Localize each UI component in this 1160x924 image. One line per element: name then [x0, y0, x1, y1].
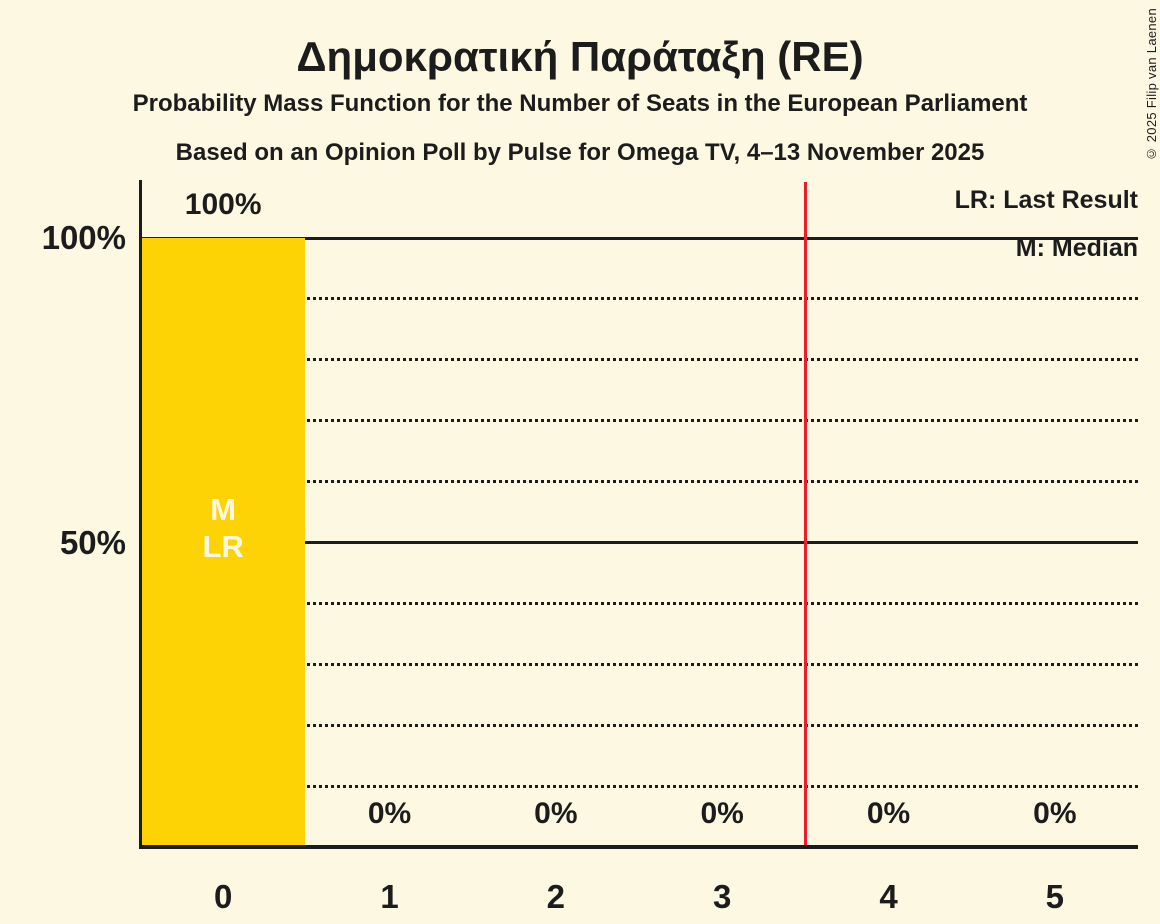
- bar-value-label: 0%: [534, 797, 578, 830]
- annotation-line: LR: [202, 529, 244, 565]
- chart-source-line: Based on an Opinion Poll by Pulse for Om…: [175, 139, 985, 166]
- gridline-dotted: [140, 297, 1138, 301]
- chart-title: Δημοκρατική Παράταξη (RE): [296, 33, 864, 80]
- bar-value-label: 0%: [700, 797, 744, 830]
- gridline-dotted: [140, 601, 1138, 605]
- y-axis-line: [139, 180, 142, 847]
- x-tick-label: 3: [712, 878, 732, 915]
- x-axis-line: [139, 845, 1138, 849]
- gridline-dotted: [140, 480, 1138, 484]
- annotation-line: M: [210, 492, 237, 528]
- bar-value-label: 100%: [184, 188, 262, 221]
- y-tick-label: 50%: [59, 523, 126, 561]
- chart-subtitle: Probability Mass Function for the Number…: [132, 90, 1028, 117]
- x-tick-label: 1: [380, 878, 399, 915]
- x-tick-label: 4: [879, 878, 898, 915]
- gridline-solid: [140, 236, 1138, 240]
- gridline-dotted: [140, 784, 1138, 788]
- y-tick-label: 100%: [41, 219, 126, 256]
- gridline-dotted: [140, 358, 1138, 362]
- bar-value-label: 0%: [367, 797, 412, 830]
- x-tick-label: 2: [546, 878, 565, 915]
- bar: M LR: [141, 238, 306, 847]
- gridline-dotted: [140, 723, 1138, 727]
- majority-line: [803, 182, 807, 847]
- legend-last-result: LR: Last Result: [954, 186, 1138, 214]
- x-tick-label: 5: [1045, 878, 1064, 915]
- x-tick-label: 0: [213, 878, 233, 915]
- gridline-dotted: [140, 662, 1138, 666]
- bar-annotation: M LR: [141, 491, 305, 565]
- gridline-solid: [140, 541, 1138, 544]
- bar-value-label: 0%: [1033, 797, 1077, 830]
- copyright-notice: © 2025 Filip van Laenen: [1144, 8, 1159, 162]
- gridline-dotted: [140, 419, 1138, 423]
- bar-value-label: 0%: [866, 797, 911, 830]
